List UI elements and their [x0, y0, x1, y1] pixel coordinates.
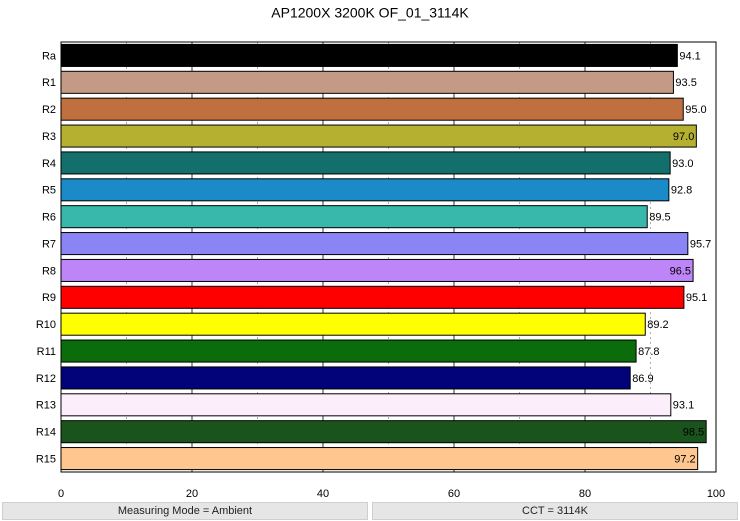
x-tick-label: 100 [707, 488, 725, 500]
y-tick-label: R4 [42, 158, 56, 170]
bar [60, 393, 672, 417]
value-label: 97.2 [674, 453, 695, 465]
bar [60, 43, 678, 67]
bar [60, 447, 699, 471]
y-tick-label: R8 [42, 265, 56, 277]
bar [60, 178, 670, 202]
y-tick-label: R10 [36, 319, 56, 331]
value-label: 86.9 [632, 373, 653, 385]
value-label: 95.1 [686, 292, 707, 304]
value-label: 97.0 [673, 131, 694, 143]
y-tick-label: R15 [36, 453, 56, 465]
value-label: 94.1 [679, 50, 700, 62]
value-label: 93.0 [672, 158, 693, 170]
x-tick-label: 40 [317, 488, 329, 500]
y-tick-label: R14 [36, 427, 56, 439]
bar [60, 285, 685, 309]
x-tick-label: 80 [579, 488, 591, 500]
x-tick-label: 0 [58, 488, 64, 500]
y-tick-label: R9 [42, 292, 56, 304]
chart: AP1200X 3200K OF_01_3114K 0 20 40 60 80 100 Ra… [36, 5, 725, 500]
x-tick-label: 60 [448, 488, 460, 500]
value-label: 89.5 [649, 212, 670, 224]
bar [60, 420, 707, 444]
bar [60, 258, 694, 282]
bar [60, 151, 671, 175]
value-label: 95.0 [685, 104, 706, 116]
y-tick-label: R5 [42, 185, 56, 197]
bar [60, 312, 646, 336]
value-label: 95.7 [690, 238, 711, 250]
value-label: 93.5 [675, 77, 696, 89]
y-tick-label: R1 [42, 77, 56, 89]
plot-frame [60, 41, 717, 473]
bar [60, 97, 684, 121]
bar [60, 70, 674, 94]
bar [60, 366, 631, 390]
value-label: 96.5 [670, 265, 691, 277]
chart-title: AP1200X 3200K OF_01_3114K [271, 5, 469, 21]
y-tick-label: R6 [42, 212, 56, 224]
status-field: Measuring Mode = Ambient [2, 502, 368, 520]
status-field: CCT = 3114K [372, 502, 738, 520]
bar [60, 205, 648, 229]
y-tick-label: R3 [42, 131, 56, 143]
value-label: 93.1 [673, 400, 694, 412]
y-tick-label: R12 [36, 373, 56, 385]
value-label: 92.8 [671, 185, 692, 197]
y-tick-label: Ra [42, 50, 57, 62]
y-tick-label: R2 [42, 104, 56, 116]
bar [60, 232, 689, 256]
value-label: 87.8 [638, 346, 659, 358]
y-tick-label: R13 [36, 400, 56, 412]
x-tick-label: 20 [186, 488, 198, 500]
value-label: 98.5 [683, 427, 704, 439]
bar [60, 339, 637, 363]
y-tick-label: R11 [37, 346, 56, 358]
value-label: 89.2 [647, 319, 668, 331]
y-tick-label: R7 [42, 238, 56, 250]
bar [60, 124, 697, 148]
